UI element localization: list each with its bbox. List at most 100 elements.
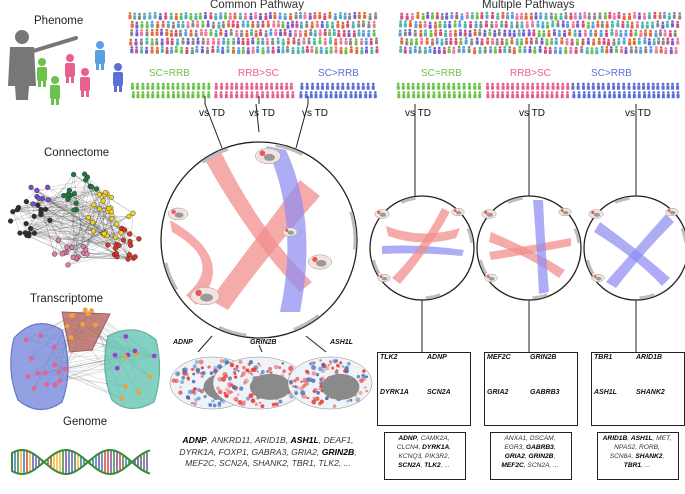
module-node bbox=[52, 362, 57, 367]
network-node bbox=[114, 251, 119, 256]
person-body bbox=[619, 33, 622, 37]
person-body bbox=[561, 86, 564, 90]
person-head bbox=[638, 91, 641, 94]
group-sc-eq-rrb-multi bbox=[397, 83, 482, 99]
person-body bbox=[662, 94, 665, 98]
person-head bbox=[462, 46, 465, 49]
cortex-patch bbox=[295, 392, 298, 395]
module-node bbox=[69, 335, 74, 340]
person-body bbox=[581, 41, 584, 45]
person-head bbox=[270, 83, 273, 86]
person-head bbox=[604, 12, 607, 15]
person-head bbox=[578, 30, 581, 33]
person-body bbox=[438, 50, 441, 54]
cortex-patch bbox=[258, 364, 261, 367]
cortex-patch bbox=[313, 362, 315, 364]
person-head bbox=[207, 83, 210, 86]
person-head bbox=[669, 30, 672, 33]
person-body bbox=[133, 15, 136, 19]
person-body bbox=[480, 15, 483, 19]
network-node bbox=[127, 232, 132, 237]
person-body bbox=[280, 86, 283, 90]
person-head bbox=[557, 20, 560, 23]
adult-body bbox=[8, 47, 36, 100]
person-body bbox=[499, 49, 502, 53]
person-head bbox=[601, 21, 604, 24]
person-head bbox=[587, 22, 590, 25]
person-body bbox=[659, 15, 662, 19]
person-body bbox=[496, 16, 499, 20]
person-head bbox=[656, 20, 659, 23]
person-body bbox=[558, 33, 561, 37]
person-head bbox=[372, 83, 375, 86]
gene-list-common: ADNP, ANKRD11, ARID1B, ASH1L, DEAF1,DYRK… bbox=[168, 435, 368, 470]
person-head bbox=[156, 21, 159, 24]
person-body bbox=[424, 50, 427, 54]
person-body bbox=[202, 86, 205, 90]
cortex-patch bbox=[319, 359, 321, 361]
person-head bbox=[615, 46, 618, 49]
module-node bbox=[53, 383, 58, 388]
person-head bbox=[353, 12, 356, 15]
network-node bbox=[26, 233, 31, 238]
person-body bbox=[506, 94, 509, 98]
person-head bbox=[414, 29, 417, 32]
person-body bbox=[457, 86, 460, 90]
person-head bbox=[326, 21, 329, 24]
person-head bbox=[360, 38, 363, 41]
child-body bbox=[37, 67, 47, 81]
person-head bbox=[358, 12, 361, 15]
person-body bbox=[204, 32, 207, 36]
person-body bbox=[651, 24, 654, 28]
person-body bbox=[197, 86, 200, 90]
person-body bbox=[473, 50, 476, 54]
person-head bbox=[218, 22, 221, 25]
person-head bbox=[666, 21, 669, 24]
person-body bbox=[443, 24, 446, 28]
person-head bbox=[429, 22, 432, 25]
person-head bbox=[500, 21, 503, 24]
person-head bbox=[438, 91, 441, 94]
person-head bbox=[161, 46, 164, 49]
person-body bbox=[277, 23, 280, 27]
person-head bbox=[167, 83, 170, 86]
person-head bbox=[521, 21, 524, 24]
person-body bbox=[633, 15, 636, 19]
person-head bbox=[202, 38, 205, 41]
gene-label: DYRK1A bbox=[380, 389, 409, 396]
person-body bbox=[191, 94, 194, 98]
person-head bbox=[587, 83, 590, 86]
person-head bbox=[560, 13, 563, 16]
person-body bbox=[436, 40, 439, 44]
person-head bbox=[466, 12, 469, 15]
person-head bbox=[367, 30, 370, 33]
cortex-patch bbox=[339, 361, 342, 364]
network-node bbox=[85, 252, 90, 257]
person-body bbox=[574, 32, 577, 36]
person-body bbox=[151, 23, 154, 27]
person-body bbox=[478, 94, 481, 98]
module-node bbox=[65, 324, 70, 329]
person-body bbox=[471, 15, 474, 19]
person-head bbox=[582, 83, 585, 86]
person-head bbox=[217, 38, 220, 41]
person-head bbox=[306, 83, 309, 86]
person-head bbox=[561, 83, 564, 86]
person-body bbox=[440, 41, 443, 45]
person-body bbox=[404, 49, 407, 53]
person-body bbox=[673, 15, 676, 19]
person-head bbox=[424, 47, 427, 50]
person-head bbox=[240, 30, 243, 33]
person-head bbox=[444, 30, 447, 33]
person-body bbox=[180, 16, 183, 20]
person-body bbox=[318, 40, 321, 44]
person-head bbox=[491, 38, 494, 41]
cortex-patch bbox=[366, 376, 368, 378]
cortex-patch bbox=[299, 386, 303, 390]
person-body bbox=[464, 24, 467, 28]
person-head bbox=[433, 91, 436, 94]
person-body bbox=[478, 86, 481, 90]
person-head bbox=[266, 38, 269, 41]
cortex-patch bbox=[200, 389, 204, 393]
cortex-patch bbox=[201, 371, 205, 375]
